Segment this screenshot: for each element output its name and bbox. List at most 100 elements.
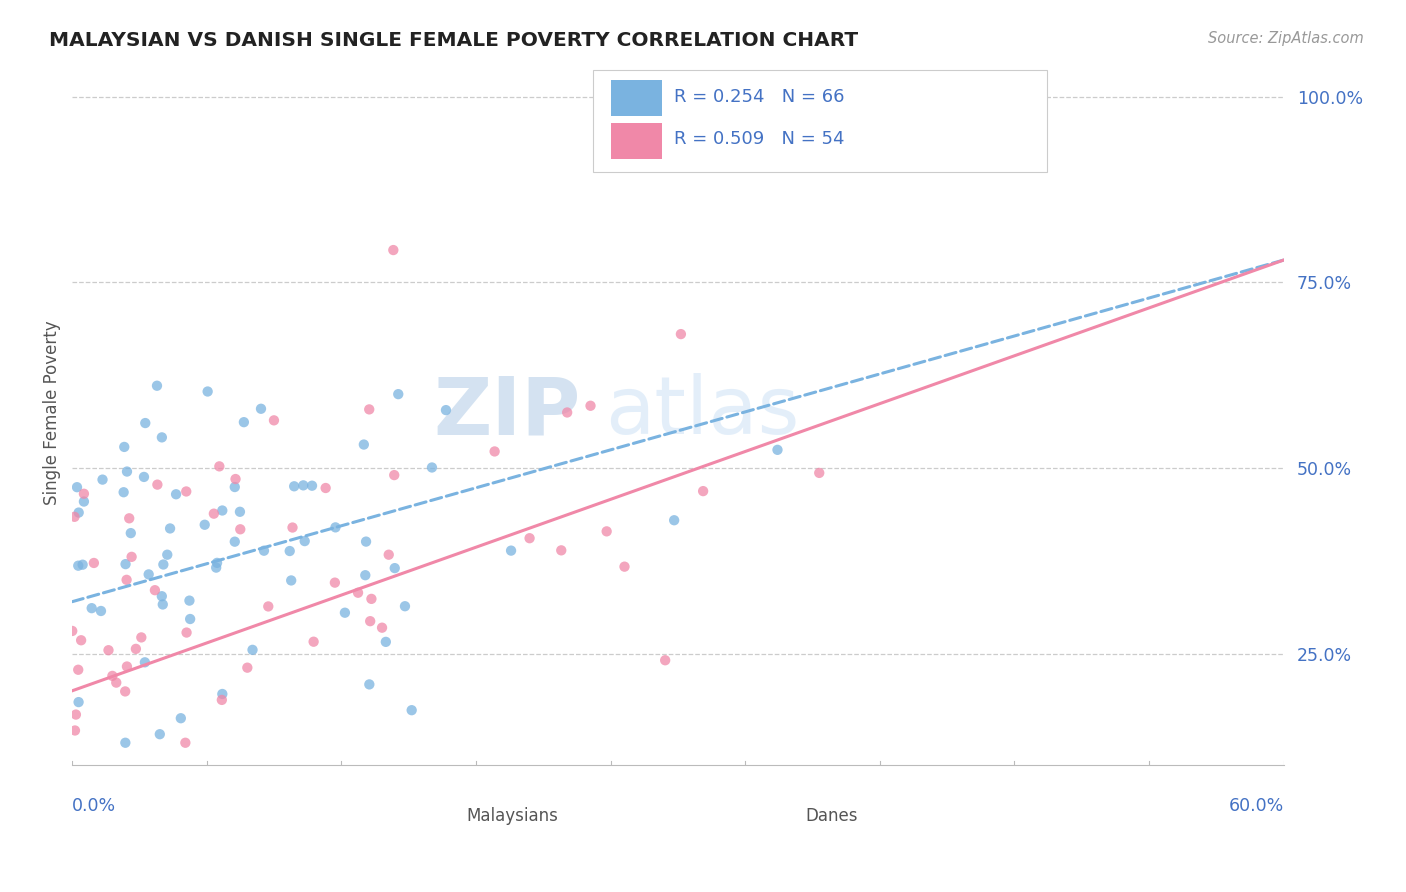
Point — [101, 669, 124, 683]
Point — [371, 621, 394, 635]
Point — [278, 544, 301, 558]
FancyBboxPatch shape — [612, 79, 662, 116]
Point — [114, 684, 136, 698]
Point — [176, 625, 198, 640]
Point — [165, 487, 187, 501]
Point — [387, 387, 409, 401]
Point — [242, 643, 264, 657]
Point — [143, 583, 166, 598]
Point — [225, 472, 247, 486]
Point — [115, 659, 138, 673]
Point — [374, 635, 396, 649]
Point — [118, 511, 141, 525]
Point — [347, 585, 370, 599]
Point — [134, 656, 156, 670]
Text: ZIP: ZIP — [433, 374, 581, 451]
Point — [179, 612, 201, 626]
Point — [80, 601, 103, 615]
Point — [669, 327, 692, 342]
Point — [115, 573, 138, 587]
FancyBboxPatch shape — [593, 70, 1047, 172]
Point — [70, 633, 93, 648]
Point — [354, 534, 377, 549]
Text: R = 0.254   N = 66: R = 0.254 N = 66 — [675, 87, 845, 105]
Point — [250, 401, 273, 416]
Point — [377, 548, 399, 562]
Point — [294, 534, 316, 549]
Point — [325, 520, 347, 534]
Point — [360, 591, 382, 606]
Text: atlas: atlas — [605, 374, 800, 451]
FancyBboxPatch shape — [420, 808, 460, 826]
Point — [302, 634, 325, 648]
Point — [156, 548, 179, 562]
Point — [353, 437, 375, 451]
Point — [174, 484, 197, 499]
Text: R = 0.509   N = 54: R = 0.509 N = 54 — [675, 130, 845, 148]
Point — [114, 736, 136, 750]
Point — [211, 693, 233, 707]
Point — [152, 558, 174, 572]
Point — [112, 440, 135, 454]
Point — [766, 442, 789, 457]
Point — [662, 513, 685, 527]
Point — [484, 444, 506, 458]
Point — [292, 478, 315, 492]
FancyBboxPatch shape — [612, 122, 662, 160]
Point — [149, 727, 172, 741]
Text: Source: ZipAtlas.com: Source: ZipAtlas.com — [1208, 31, 1364, 46]
Point — [125, 641, 148, 656]
Point — [808, 466, 831, 480]
Point — [263, 413, 285, 427]
Point — [112, 485, 135, 500]
Point — [159, 521, 181, 535]
Point — [613, 559, 636, 574]
Point — [595, 524, 617, 539]
Point — [150, 430, 173, 444]
Point — [229, 505, 252, 519]
Point — [384, 561, 406, 575]
Point — [333, 606, 356, 620]
Point — [211, 687, 233, 701]
FancyBboxPatch shape — [761, 808, 799, 826]
Point — [654, 653, 676, 667]
Point — [211, 503, 233, 517]
Point — [131, 631, 153, 645]
Point — [434, 403, 457, 417]
Point — [150, 589, 173, 603]
Point — [236, 661, 259, 675]
Point — [229, 522, 252, 536]
Point — [202, 507, 225, 521]
Point — [359, 402, 381, 417]
Point — [67, 695, 90, 709]
Point — [97, 643, 120, 657]
Point — [67, 506, 90, 520]
Point — [224, 534, 246, 549]
Point — [73, 494, 96, 508]
Point — [253, 543, 276, 558]
Point — [174, 736, 197, 750]
Point — [73, 487, 96, 501]
Point — [63, 509, 86, 524]
Point — [394, 599, 416, 614]
Point — [257, 599, 280, 614]
Point — [420, 460, 443, 475]
Point — [146, 477, 169, 491]
Point — [120, 526, 142, 541]
Point — [550, 543, 572, 558]
Point — [280, 574, 302, 588]
Text: Malaysians: Malaysians — [465, 807, 558, 825]
Point — [224, 480, 246, 494]
Point — [208, 459, 231, 474]
Point — [134, 416, 156, 430]
Point — [197, 384, 219, 399]
Text: Danes: Danes — [806, 807, 858, 825]
Point — [132, 470, 155, 484]
Point — [115, 465, 138, 479]
Point — [205, 560, 228, 574]
Point — [63, 723, 86, 738]
Point — [579, 399, 602, 413]
Text: MALAYSIAN VS DANISH SINGLE FEMALE POVERTY CORRELATION CHART: MALAYSIAN VS DANISH SINGLE FEMALE POVERT… — [49, 31, 858, 50]
Point — [283, 479, 305, 493]
Point — [72, 558, 94, 572]
